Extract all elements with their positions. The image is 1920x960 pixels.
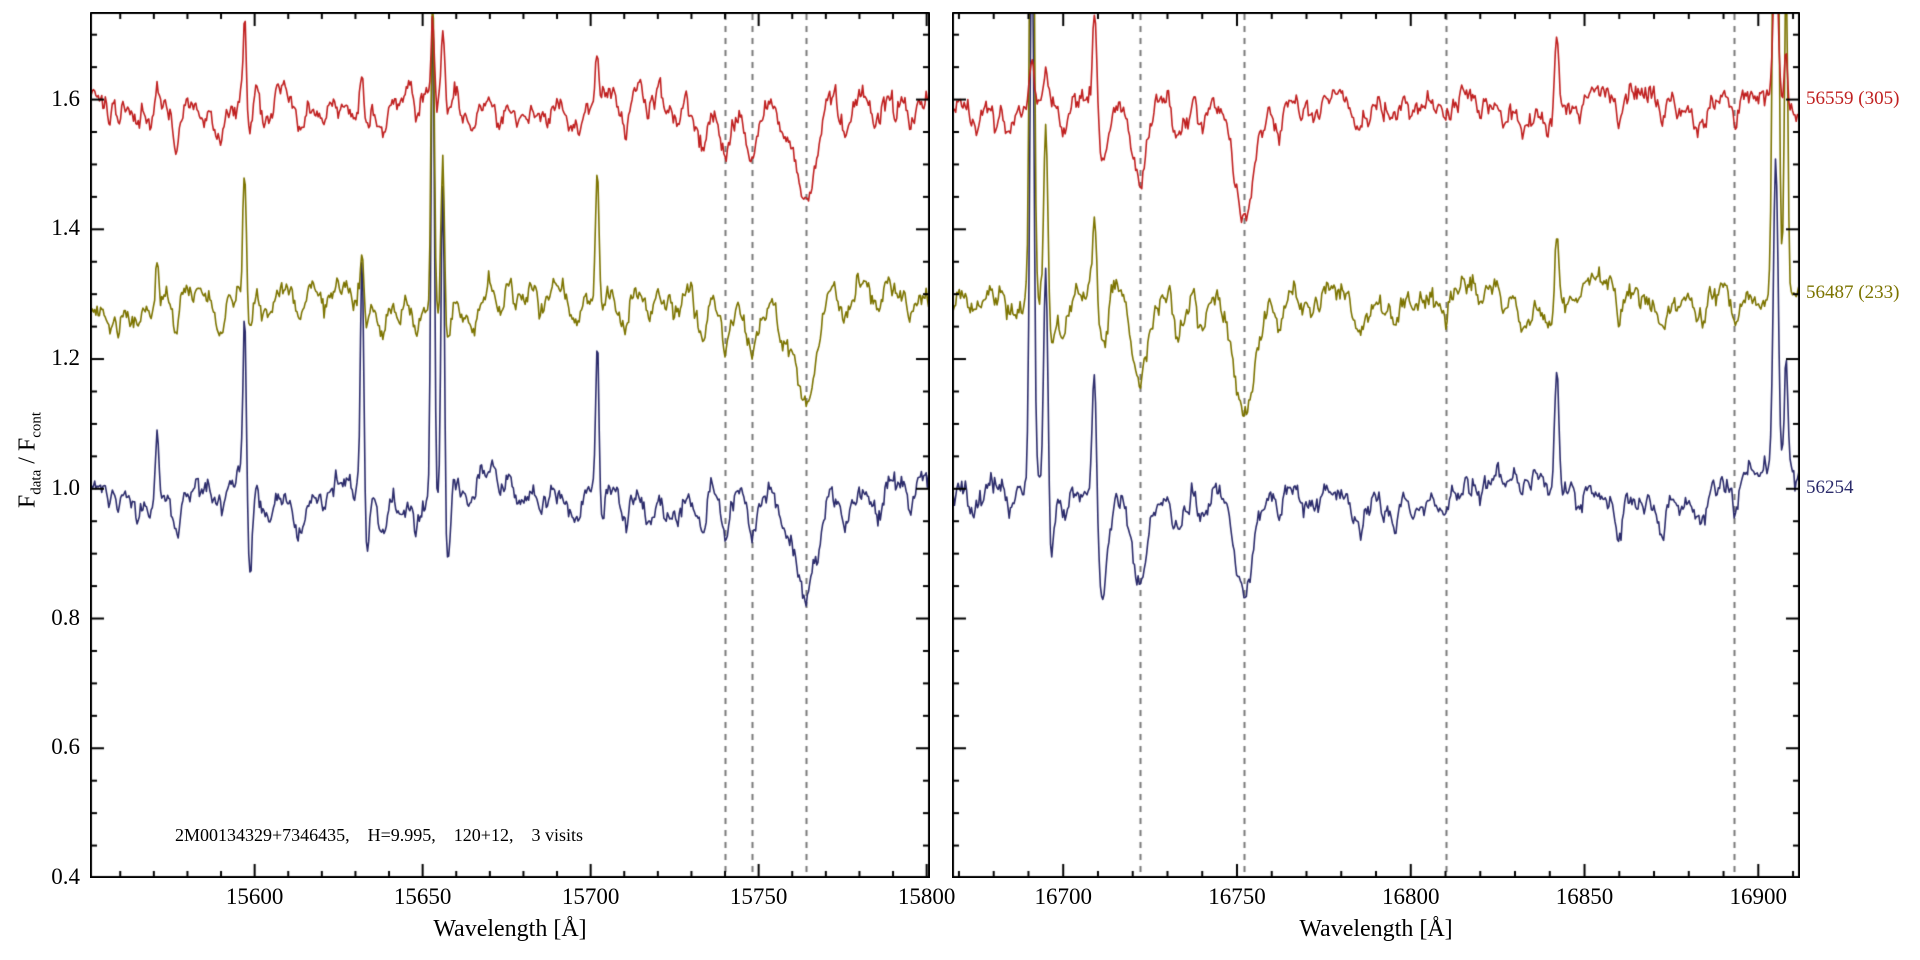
y-axis-label-divider: / F [14, 437, 41, 470]
x-tick-label: 16750 [1208, 884, 1266, 909]
y-tick-label: 0.6 [51, 734, 80, 760]
y-tick-label: 0.8 [51, 604, 80, 630]
x-tick-label: 16700 [1034, 884, 1092, 909]
x-axis-label-left: Wavelength [Å] [433, 916, 587, 942]
y-tick-label: 1.4 [51, 215, 80, 241]
x-tick-label: 16850 [1555, 884, 1614, 909]
y-tick-label: 1.2 [51, 345, 80, 371]
y-tick-label: 1.0 [51, 474, 80, 500]
x-tick-label: 15750 [729, 884, 788, 909]
x-axis-label-right: Wavelength [Å] [1299, 916, 1453, 942]
series-label-56559: 56559 (305) [1806, 87, 1900, 109]
x-tick-label: 15800 [897, 884, 956, 909]
x-tick-label: 16800 [1382, 884, 1440, 909]
series-label-56487: 56487 (233) [1806, 282, 1900, 304]
y-axis-label-sub-cont: cont [28, 411, 45, 438]
x-tick-label: 16900 [1729, 884, 1788, 909]
x-tick-label: 15700 [561, 884, 620, 909]
x-tick-label: 15600 [225, 884, 284, 909]
y-tick-label: 0.4 [51, 864, 80, 889]
spectrum-panel-right [952, 12, 1800, 878]
series-label-56254: 56254 [1806, 476, 1854, 498]
y-tick-label: 1.6 [51, 85, 80, 111]
target-annotation: 2M00134329+7346435, H=9.995, 120+12, 3 v… [175, 825, 583, 845]
x-tick-label: 15650 [393, 884, 452, 909]
spectrum-panel-left [90, 12, 930, 878]
